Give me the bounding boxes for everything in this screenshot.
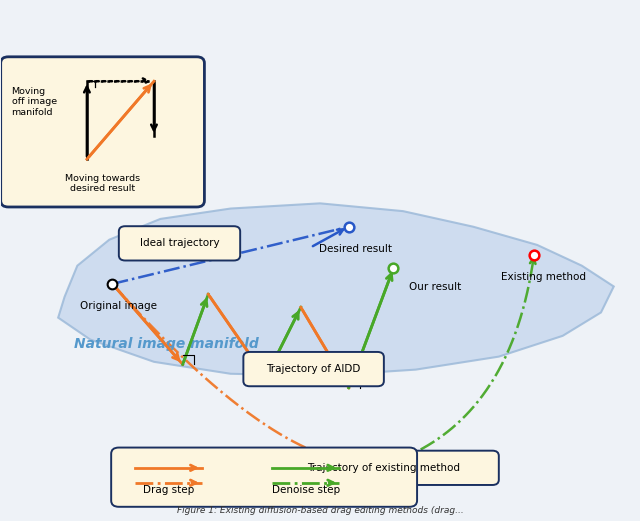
Text: Ideal trajectory: Ideal trajectory <box>140 238 220 249</box>
Polygon shape <box>58 203 614 376</box>
Text: Desired result: Desired result <box>319 244 392 254</box>
Text: Moving towards
desired result: Moving towards desired result <box>65 173 140 193</box>
Text: Natural image manifold: Natural image manifold <box>74 337 259 351</box>
FancyBboxPatch shape <box>119 226 240 260</box>
Text: Existing method: Existing method <box>501 272 586 282</box>
Text: Trajectory of AIDD: Trajectory of AIDD <box>266 364 361 374</box>
Text: Our result: Our result <box>410 282 461 292</box>
Text: Figure 1: Existing diffusion-based drag editing methods (drag...: Figure 1: Existing diffusion-based drag … <box>177 506 463 515</box>
Text: Denoise step: Denoise step <box>271 486 340 495</box>
FancyBboxPatch shape <box>243 352 384 386</box>
Text: Trajectory of existing method: Trajectory of existing method <box>307 463 460 473</box>
FancyBboxPatch shape <box>269 451 499 485</box>
Text: Moving
off image
manifold: Moving off image manifold <box>12 86 57 117</box>
FancyBboxPatch shape <box>1 57 204 207</box>
FancyBboxPatch shape <box>111 448 417 507</box>
Text: Original image: Original image <box>81 301 157 311</box>
Text: Drag step: Drag step <box>143 486 194 495</box>
